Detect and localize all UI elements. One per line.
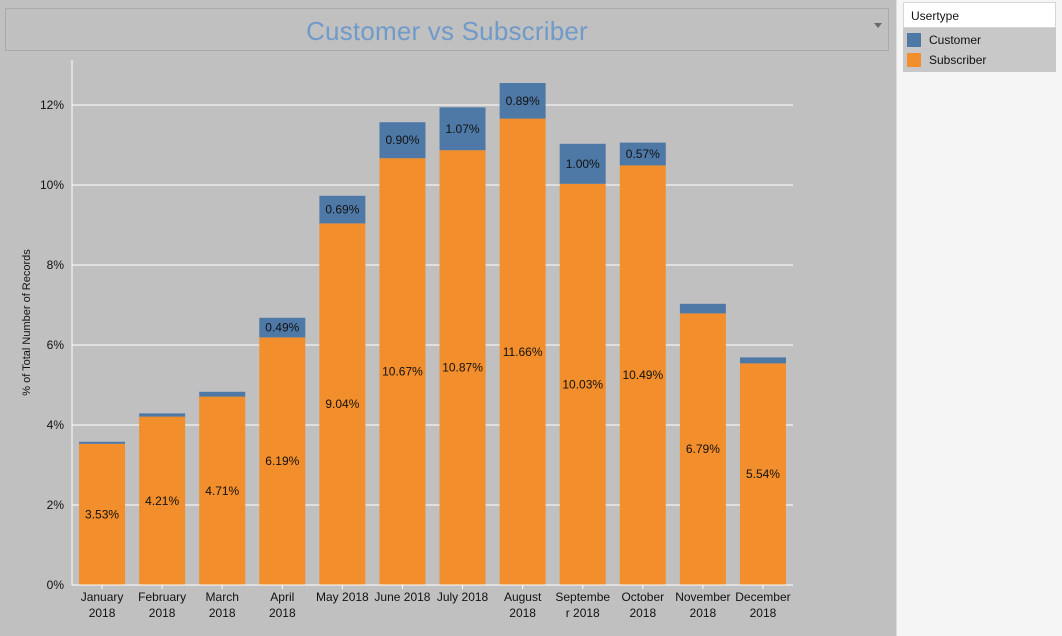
x-tick-label: February [138,590,186,604]
x-tick-label: 2018 [89,606,116,620]
legend-swatch-subscriber [907,53,921,67]
bar-customer [559,143,606,184]
bar-customer [319,195,366,224]
y-tick-label: 0% [47,578,65,592]
data-label-subscriber: 3.53% [85,507,119,521]
y-tick-label: 10% [40,178,64,192]
bar-subscriber [199,396,246,585]
data-label-customer: 0.69% [325,203,359,217]
data-label-subscriber: 4.21% [145,494,179,508]
visualization-pane: Customer vs Subscriber 0% 2% 4% 6% 8% 10% 12%%… [0,0,896,636]
x-tick-label: 2018 [750,606,777,620]
x-tick-label: October [621,590,664,604]
bar-subscriber [319,223,366,585]
data-label-subscriber: 11.66% [503,345,543,359]
bar-chart: 0% 2% 4% 6% 8% 10% 12% % of Total Number of Rec… [21,60,793,620]
data-label-customer: 1.00% [566,157,600,171]
bar-customer [739,357,786,364]
x-tick-label: 2018 [209,606,236,620]
bar-customer [199,391,246,397]
bar-customer [679,303,726,314]
pane-divider [896,0,897,636]
data-label-subscriber: 10.87% [442,361,483,375]
bar-subscriber [499,118,546,585]
bar-customer [379,122,426,159]
bar-subscriber [259,337,306,585]
x-tick-label: July 2018 [437,590,489,604]
y-tick-label: 4% [47,418,65,432]
bar-subscriber [379,158,426,585]
y-tick-label: 2% [47,498,65,512]
x-tick-label: 2018 [629,606,656,620]
x-tick-label: r 2018 [566,606,600,620]
x-tick-label: June 2018 [374,590,430,604]
x-tick-label: December [735,590,790,604]
data-label-subscriber: 6.79% [686,442,720,456]
legend-swatch-customer [907,33,921,47]
bar-customer [499,83,546,119]
x-tick-label: 2018 [149,606,176,620]
data-label-customer: 0.49% [265,321,299,335]
x-tick-label: March [206,590,239,604]
data-label-subscriber: 10.67% [382,365,423,379]
bar-customer [619,142,666,166]
legend-label-subscriber: Subscriber [929,53,987,67]
bar-customer [79,441,126,444]
x-tick-label: 2018 [269,606,296,620]
data-label-subscriber: 10.03% [562,377,603,391]
data-label-customer: 0.90% [385,133,419,147]
bar-customer [139,413,186,417]
x-tick-label: April [270,590,294,604]
title-bar: Customer vs Subscriber [5,8,889,51]
dropdown-arrow-icon[interactable] [874,23,882,28]
legend-title: Usertype [903,2,1056,28]
x-tick-label: 2018 [509,606,536,620]
bar-subscriber [679,313,726,585]
bar-customer [439,107,486,151]
data-label-subscriber: 6.19% [265,454,299,468]
bar-subscriber [139,416,186,585]
x-tick-label: May 2018 [316,590,369,604]
data-label-subscriber: 4.71% [205,484,239,498]
data-label-customer: 0.89% [506,94,540,108]
legend-item-subscriber[interactable]: Subscriber [903,50,1056,70]
data-label-customer: 0.57% [626,147,660,161]
bar-subscriber [79,443,126,585]
bar-customer [259,317,306,338]
bar-subscriber [739,363,786,585]
legend: Usertype Customer Subscriber [903,2,1056,72]
x-tick-label: November [675,590,730,604]
legend-label-customer: Customer [929,33,982,47]
x-tick-label: Septembe [555,590,610,604]
bar-subscriber [619,165,666,585]
data-label-subscriber: 9.04% [325,397,359,411]
x-tick-label: 2018 [690,606,717,620]
bar-subscriber [439,150,486,585]
data-label-subscriber: 5.54% [746,467,780,481]
x-tick-label: August [504,590,542,604]
bar-subscriber [559,183,606,586]
chart-title: Customer vs Subscriber [306,16,588,46]
legend-items: Customer Subscriber [903,28,1056,72]
data-label-subscriber: 10.49% [622,368,663,382]
data-label-customer: 1.07% [446,122,480,136]
y-axis-title: % of Total Number of Records [21,249,33,396]
legend-item-customer[interactable]: Customer [903,30,1056,50]
y-tick-label: 8% [47,258,65,272]
y-tick-label: 6% [47,338,65,352]
y-tick-label: 12% [40,98,64,112]
x-tick-label: January [81,590,124,604]
